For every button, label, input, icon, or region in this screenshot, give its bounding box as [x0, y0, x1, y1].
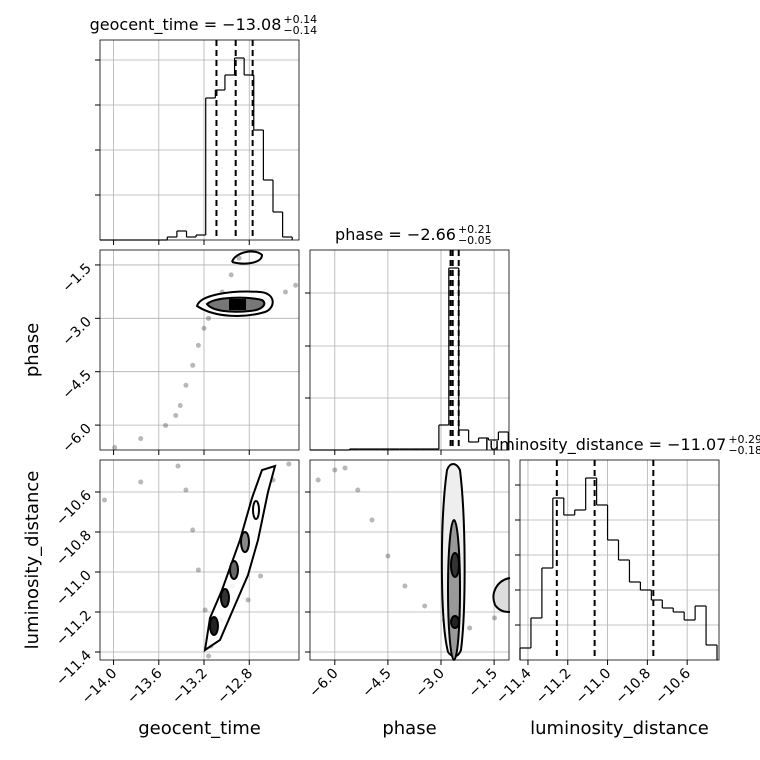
- panel-frame: [309, 249, 510, 451]
- scatter-point: [195, 567, 201, 573]
- hist-group: [519, 477, 718, 660]
- scatter-point: [138, 479, 144, 485]
- contour: [492, 577, 511, 613]
- scatter-point: [385, 553, 391, 559]
- scatter-point: [236, 255, 242, 261]
- scatter-point: [190, 362, 196, 368]
- panel-frame: [99, 459, 300, 661]
- scatter-point: [206, 653, 212, 659]
- panel-frame: [519, 459, 720, 661]
- x-axis-label: luminosity_distance: [530, 718, 709, 739]
- x-axis-label: phase: [382, 718, 436, 739]
- scatter-point: [332, 467, 338, 473]
- scatter-point: [369, 517, 375, 523]
- contour: [450, 552, 460, 578]
- scatter-point: [422, 603, 428, 609]
- scatter-point: [183, 487, 189, 493]
- scatter-point: [206, 315, 212, 321]
- hist-group: [100, 57, 293, 241]
- contour: [447, 519, 461, 661]
- title-upper: +0.21: [458, 223, 492, 236]
- title-lower: −0.18: [728, 444, 760, 457]
- scatter-point: [102, 497, 108, 503]
- scatter-point: [282, 289, 288, 295]
- title-lower: −0.05: [458, 234, 492, 247]
- panel-frame: [309, 459, 510, 661]
- contour: [231, 250, 264, 265]
- scatter-point: [173, 412, 179, 418]
- scatter-point: [467, 625, 473, 631]
- scatter-point: [402, 583, 408, 589]
- grids: [100, 40, 719, 660]
- scatter-point: [195, 342, 201, 348]
- scatter-point: [138, 436, 144, 442]
- scatter-point: [201, 325, 207, 331]
- title-upper: +0.14: [283, 13, 317, 26]
- panel-title: geocent_time = −13.08: [90, 15, 282, 35]
- scatter-point: [202, 607, 208, 613]
- scatter-point: [163, 422, 169, 428]
- scatter-point: [177, 403, 183, 409]
- contour: [252, 500, 260, 520]
- scatter-point: [293, 282, 299, 288]
- scatter-point: [112, 445, 118, 451]
- contour: [229, 299, 246, 310]
- scatter-point: [245, 597, 251, 603]
- contour: [220, 588, 230, 608]
- panel-frame: [99, 249, 300, 451]
- scatter-point: [228, 272, 234, 278]
- scatter-point: [491, 615, 497, 621]
- contour: [229, 560, 239, 580]
- scatter-point: [190, 527, 196, 533]
- scatter-point: [315, 477, 321, 483]
- contour: [450, 615, 460, 629]
- x-axis-label: geocent_time: [138, 718, 261, 739]
- scatter-point: [286, 461, 292, 467]
- contour: [209, 616, 219, 636]
- scatter-point: [355, 487, 361, 493]
- scatter-point: [258, 573, 264, 579]
- scatter-point: [342, 465, 348, 471]
- contour: [240, 531, 250, 553]
- y-axis-label: phase: [22, 323, 43, 377]
- y-axis-label: luminosity_distance: [22, 471, 43, 650]
- panel-title: phase = −2.66: [335, 225, 456, 244]
- title-lower: −0.14: [283, 24, 317, 37]
- panel-frame: [99, 39, 300, 241]
- contours: [195, 250, 511, 661]
- scatter-point: [183, 382, 189, 388]
- title-upper: +0.29: [728, 433, 760, 446]
- scatter-point: [175, 463, 181, 469]
- panel-title: luminosity_distance = −11.07: [485, 435, 727, 455]
